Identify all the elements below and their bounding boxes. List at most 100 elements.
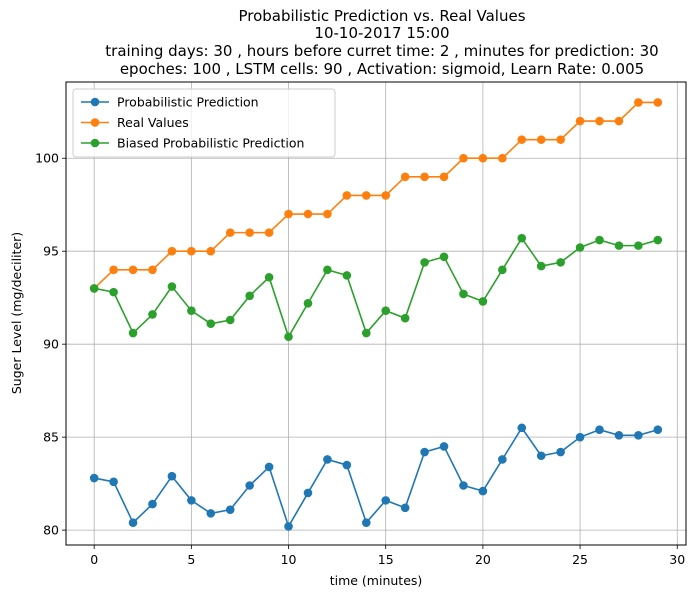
x-tick-label: 25 (572, 552, 588, 567)
data-point (556, 258, 565, 267)
plot-area (66, 82, 686, 545)
legend-swatch-marker (90, 118, 100, 127)
data-point (575, 243, 585, 252)
data-point (595, 425, 604, 435)
plot-frame (65, 81, 687, 546)
data-point (478, 486, 488, 496)
data-point (109, 265, 118, 275)
data-point (517, 233, 527, 243)
data-point (634, 430, 643, 440)
data-point (264, 462, 274, 472)
legend-label: Biased Probabilistic Prediction (117, 136, 304, 151)
data-point (303, 488, 313, 498)
data-point (264, 228, 274, 237)
data-point (323, 265, 332, 275)
data-point (303, 209, 313, 219)
legend: Probabilistic Prediction Real Values Biase… (72, 88, 336, 158)
data-point (459, 481, 468, 490)
data-point (342, 271, 352, 280)
data-point (653, 425, 663, 435)
data-point (556, 447, 565, 457)
data-point (614, 116, 624, 126)
data-point (575, 432, 585, 442)
data-point (109, 477, 118, 487)
data-point (342, 460, 352, 470)
data-point (400, 172, 410, 182)
data-point (595, 235, 604, 245)
data-point (89, 284, 99, 293)
data-point (225, 505, 235, 514)
legend-item: Biased Probabilistic Prediction (81, 136, 304, 151)
data-point (381, 306, 391, 316)
data-point (517, 135, 527, 144)
data-point (498, 265, 507, 275)
legend-swatch-marker (90, 138, 100, 148)
data-point (439, 252, 449, 262)
x-tick-label: 10 (281, 552, 297, 567)
legend-swatch-marker (90, 97, 100, 107)
data-point (264, 272, 274, 282)
data-point (439, 442, 449, 451)
data-point (206, 246, 216, 256)
data-point (420, 172, 429, 182)
data-point (439, 172, 449, 182)
data-point (187, 306, 196, 316)
data-point (245, 228, 254, 237)
data-point (478, 153, 488, 163)
legend-item: Real Values (81, 115, 189, 130)
x-axis-label: time (minutes) (330, 573, 423, 588)
data-point (381, 191, 391, 200)
y-axis-label: Suger Level (mg/deciliter) (9, 232, 24, 394)
data-point (498, 455, 507, 464)
data-point (284, 332, 293, 342)
y-tick-label: 100 (35, 151, 59, 166)
title-line-1: Probabilistic Prediction vs. Real Values (238, 7, 525, 25)
data-point (614, 430, 624, 440)
data-point (323, 209, 332, 219)
data-point (167, 246, 177, 256)
data-point (381, 496, 391, 505)
title-line-4: epoches: 100 , LSTM cells: 90 , Activati… (120, 60, 644, 78)
data-point (245, 291, 254, 301)
data-point (245, 481, 254, 490)
data-point (634, 241, 643, 250)
data-point (653, 98, 663, 107)
data-point (148, 499, 157, 509)
data-point (187, 246, 196, 256)
y-tick-label: 90 (43, 337, 59, 352)
data-point (225, 315, 235, 325)
data-point (128, 265, 138, 275)
data-point (284, 522, 293, 531)
y-tick-label: 85 (43, 430, 59, 445)
data-point (361, 518, 371, 527)
data-point (128, 518, 138, 527)
data-point (478, 297, 488, 306)
x-tick-label: 30 (669, 552, 685, 567)
series-1 (89, 423, 663, 531)
data-point (128, 328, 138, 338)
legend-label: Probabilistic Prediction (117, 95, 259, 110)
data-point (420, 258, 429, 267)
data-point (206, 319, 216, 329)
data-point (459, 289, 468, 299)
data-point (400, 503, 410, 513)
data-point (303, 298, 313, 308)
data-point (536, 261, 546, 271)
data-point (498, 153, 507, 163)
data-point (167, 282, 177, 291)
title-line-3: training days: 30 , hours before curret … (105, 42, 658, 60)
legend-box (72, 88, 336, 158)
data-point (167, 471, 177, 481)
data-point (536, 451, 546, 461)
data-point (361, 191, 371, 200)
data-point (323, 455, 332, 464)
data-point (420, 447, 429, 457)
x-tick-label: 15 (378, 552, 394, 567)
ticks: 0 5 10 15 20 25 30 80 85 90 95 100 (35, 151, 685, 567)
data-point (556, 135, 565, 144)
data-point (517, 423, 527, 433)
x-tick-label: 20 (475, 552, 491, 567)
data-point (614, 241, 624, 250)
series (89, 98, 663, 531)
data-point (400, 313, 410, 323)
